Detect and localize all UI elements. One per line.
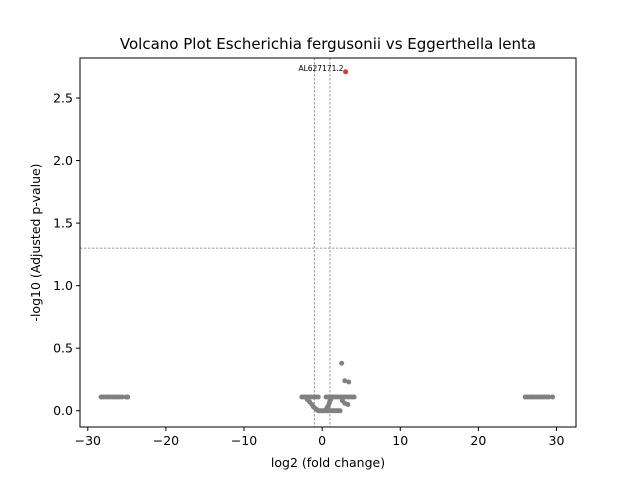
x-tick-label: −30 bbox=[75, 433, 101, 448]
y-axis-label: -log10 (Adjusted p-value) bbox=[28, 163, 43, 321]
data-point bbox=[125, 394, 131, 400]
y-tick-label: 2.0 bbox=[53, 153, 73, 168]
data-point bbox=[325, 404, 331, 410]
chart-title: Volcano Plot Escherichia fergusonii vs E… bbox=[120, 35, 536, 53]
data-point bbox=[345, 401, 351, 407]
data-point bbox=[339, 360, 345, 366]
x-tick-label: 30 bbox=[549, 433, 565, 448]
x-tick-label: 0 bbox=[318, 433, 326, 448]
data-point bbox=[315, 394, 321, 400]
y-tick-label: 0.5 bbox=[53, 341, 73, 356]
data-point bbox=[337, 408, 343, 414]
x-axis-label: log2 (fold change) bbox=[271, 455, 385, 470]
annotation-label: AL627171.2 bbox=[298, 64, 343, 73]
data-point bbox=[346, 379, 352, 385]
y-tick-label: 2.5 bbox=[53, 91, 73, 106]
y-tick-label: 1.5 bbox=[53, 216, 73, 231]
y-tick-label: 0.0 bbox=[53, 403, 73, 418]
x-tick-label: 20 bbox=[470, 433, 486, 448]
y-tick-label: 1.0 bbox=[53, 278, 73, 293]
x-tick-label: −20 bbox=[153, 433, 179, 448]
plot-frame bbox=[79, 57, 577, 428]
x-tick-label: −10 bbox=[231, 433, 257, 448]
x-tick-label: 10 bbox=[392, 433, 408, 448]
plot-area: AL627171.2 bbox=[80, 58, 576, 427]
data-point bbox=[550, 394, 556, 400]
data-point bbox=[343, 69, 349, 75]
data-point bbox=[351, 394, 357, 400]
data-point bbox=[119, 394, 125, 400]
data-point bbox=[546, 394, 552, 400]
data-point bbox=[342, 378, 348, 384]
